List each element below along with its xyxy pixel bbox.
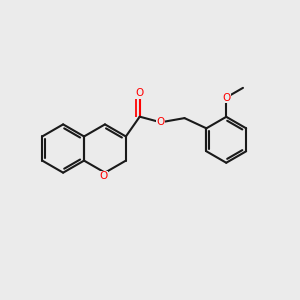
Text: O: O <box>136 88 144 98</box>
Text: O: O <box>99 171 108 181</box>
Text: O: O <box>157 117 165 127</box>
Text: O: O <box>222 92 230 103</box>
